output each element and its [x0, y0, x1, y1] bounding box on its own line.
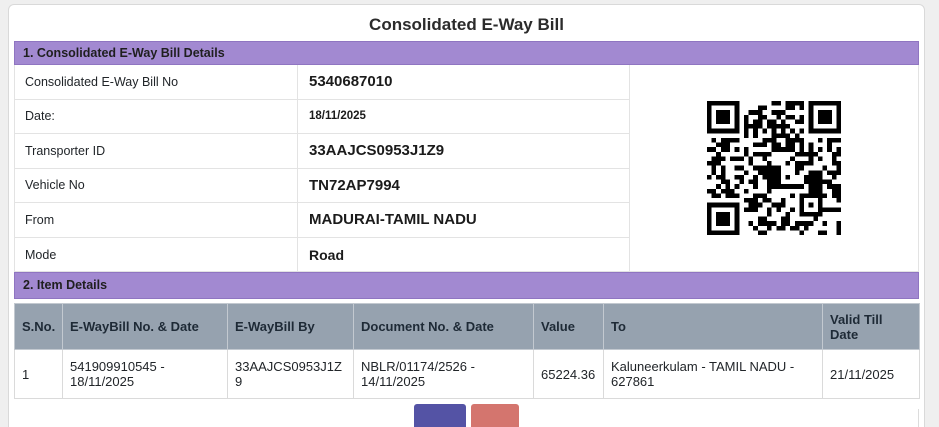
column-header-ewaybill-no-date: E-WayBill No. & Date: [62, 303, 228, 350]
field-value: 18/11/2025: [309, 110, 366, 123]
field-value: 33AAJCS0953J1Z9: [309, 142, 445, 160]
eway-bill-card: Consolidated E-Way Bill 1. Consolidated …: [8, 4, 925, 427]
table-right-border-tail: [918, 409, 919, 427]
column-header-ewaybill-by: E-WayBill By: [227, 303, 354, 350]
secondary-action-button[interactable]: [471, 404, 519, 427]
field-label: Mode: [15, 237, 298, 272]
field-label: Date:: [15, 99, 298, 133]
field-label: Consolidated E-Way Bill No: [15, 65, 298, 99]
section-heading-consolidated-details: 1. Consolidated E-Way Bill Details: [14, 41, 919, 65]
field-label: Vehicle No: [15, 168, 298, 202]
cell-ewaybill-no-date: 541909910545 - 18/11/2025: [62, 349, 228, 399]
field-value: TN72AP7994: [309, 176, 400, 194]
field-value: MADURAI-TAMIL NADU: [309, 211, 477, 229]
column-header-sno: S.No.: [14, 303, 63, 350]
field-label: From: [15, 203, 298, 237]
column-header-valid-till-date: Valid Till Date: [822, 303, 920, 350]
page-title: Consolidated E-Way Bill: [369, 15, 564, 34]
detail-row-vehicle-no: Vehicle No TN72AP7994: [15, 168, 629, 203]
cell-document-no-date: NBLR/01174/2526 - 14/11/2025: [353, 349, 534, 399]
table-header-row: S.No. E-WayBill No. & Date E-WayBill By …: [14, 303, 920, 350]
column-header-document-no-date: Document No. & Date: [353, 303, 534, 350]
section-heading-item-details: 2. Item Details: [14, 272, 919, 299]
qr-cell: [629, 65, 918, 271]
detail-row-mode: Mode Road: [15, 237, 629, 272]
column-header-value: Value: [533, 303, 604, 350]
column-header-to: To: [603, 303, 823, 350]
qr-code-icon: [707, 101, 841, 235]
field-value: 5340687010: [309, 73, 393, 91]
cell-to: Kaluneerkulam - TAMIL NADU - 627861: [603, 349, 823, 399]
detail-row-date: Date: 18/11/2025: [15, 99, 629, 134]
cell-value: 65224.36: [533, 349, 604, 399]
item-details-table: S.No. E-WayBill No. & Date E-WayBill By …: [14, 303, 920, 399]
cell-sno: 1: [14, 349, 63, 399]
details-panel: Consolidated E-Way Bill No 5340687010 Da…: [14, 65, 919, 272]
detail-row-from: From MADURAI-TAMIL NADU: [15, 203, 629, 238]
cell-ewaybill-by: 33AAJCS0953J1Z9: [227, 349, 354, 399]
detail-row-ewb-no: Consolidated E-Way Bill No 5340687010: [15, 65, 629, 100]
cell-valid-till-date: 21/11/2025: [822, 349, 920, 399]
field-value: Road: [309, 246, 344, 263]
primary-action-button[interactable]: [414, 404, 466, 427]
action-buttons: [14, 404, 919, 427]
detail-row-transporter-id: Transporter ID 33AAJCS0953J1Z9: [15, 134, 629, 169]
field-label: Transporter ID: [15, 134, 298, 168]
table-row: 1 541909910545 - 18/11/2025 33AAJCS0953J…: [14, 349, 920, 399]
details-fields: Consolidated E-Way Bill No 5340687010 Da…: [15, 65, 629, 272]
